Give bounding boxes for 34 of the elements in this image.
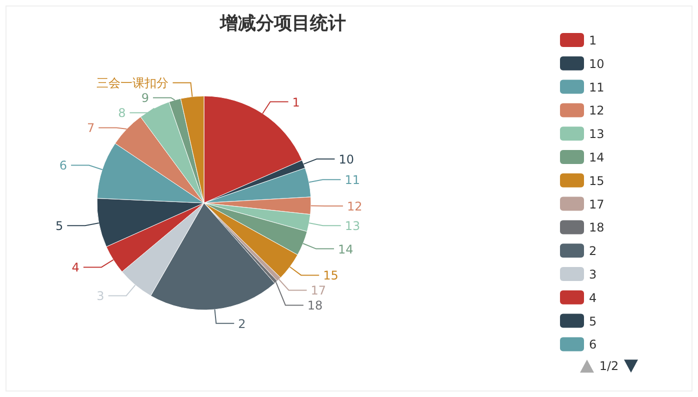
slice-label: 8	[118, 106, 126, 120]
slice-label: 17	[310, 284, 326, 298]
legend-label: 1	[589, 34, 597, 48]
slice-label: 9	[141, 91, 149, 106]
slice-label: 14	[338, 242, 354, 256]
slice-label: 3	[96, 289, 104, 304]
slice-label: 5	[56, 219, 64, 234]
slice-label: 12	[346, 200, 362, 214]
slice-label: 1	[292, 95, 300, 110]
legend-label: 2	[589, 244, 597, 258]
text: 1/2	[599, 359, 619, 374]
legend-label: 6	[589, 338, 597, 352]
legend-label: 12	[589, 104, 604, 118]
legend-label: 15	[589, 174, 604, 188]
legend-label: 3	[589, 268, 597, 282]
legend-label: 14	[589, 150, 604, 164]
legend-label: 18	[589, 220, 604, 235]
legend-label: 4	[589, 290, 597, 305]
slice-label: 6	[59, 158, 68, 173]
slice-label: 13	[344, 219, 360, 234]
slice-label: 18	[307, 298, 323, 313]
legend-label: 11	[589, 80, 604, 94]
legend-label: 5	[589, 314, 597, 328]
slice-label: 7	[86, 121, 95, 136]
slice-label: 2	[238, 316, 246, 331]
legend-label: 17	[589, 197, 604, 212]
slice-label: 11	[344, 173, 360, 188]
slice-label: 15	[323, 268, 338, 283]
slice-label: 4	[72, 260, 80, 275]
slice-label: 10	[338, 152, 354, 166]
slice-label: 三会一课扣分	[96, 76, 169, 90]
legend-label: 13	[589, 127, 604, 142]
chart-title: 增减分项目统计	[219, 13, 346, 34]
legend-label: 10	[589, 56, 604, 71]
